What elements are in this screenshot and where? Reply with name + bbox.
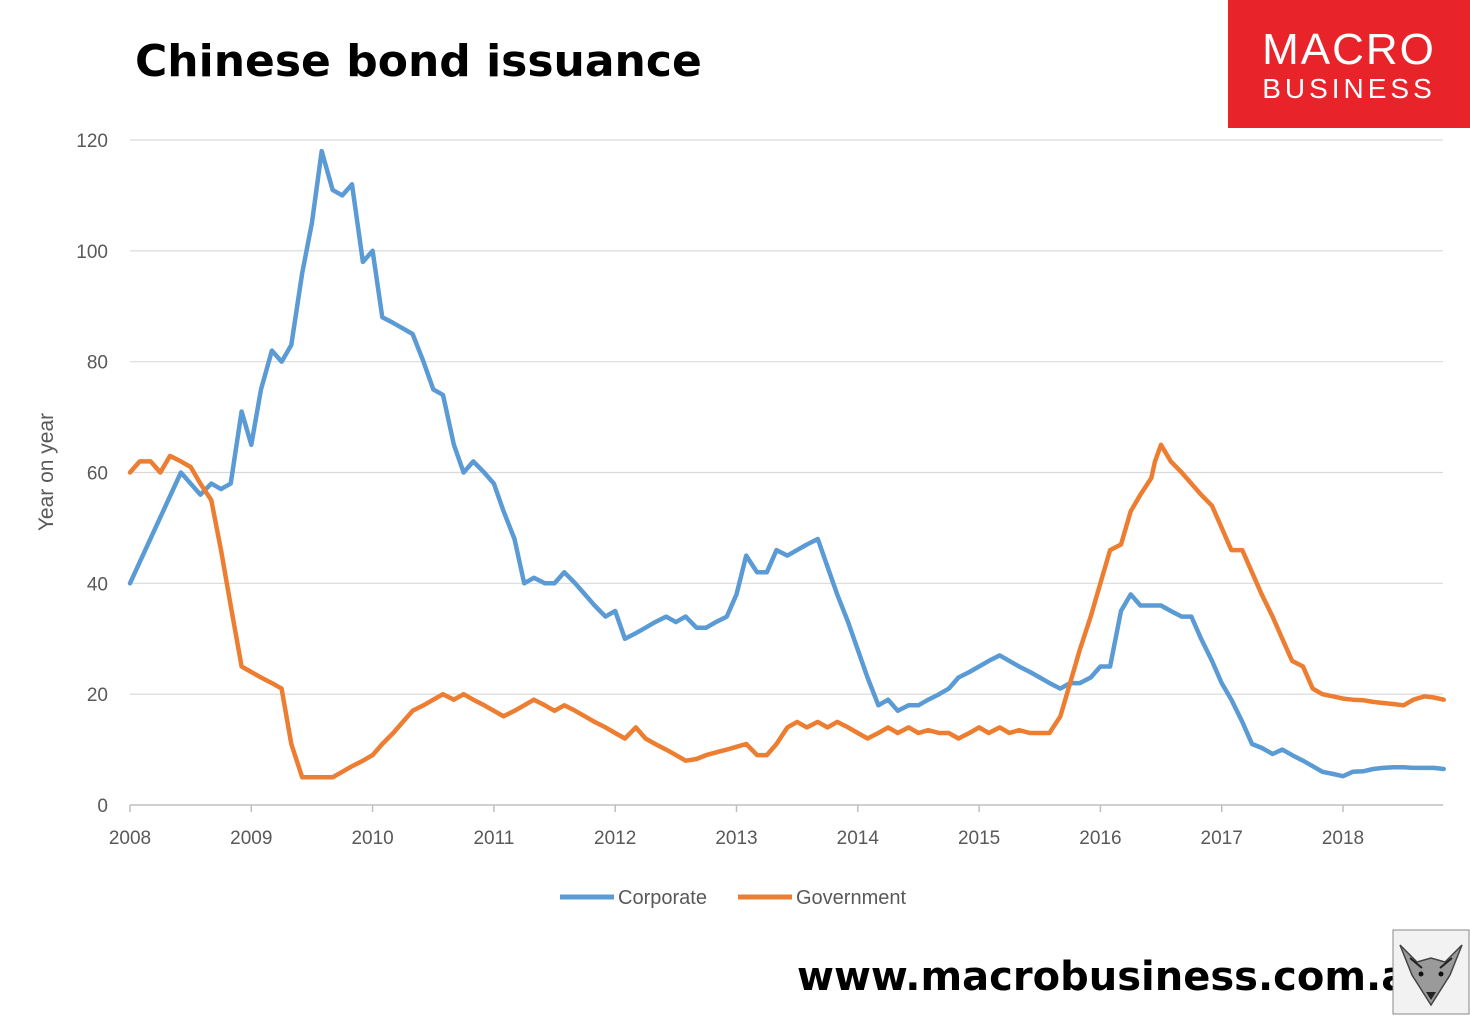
y-tick-label: 120	[76, 131, 108, 152]
chart-title: Chinese bond issuance	[135, 36, 702, 87]
gridlines	[130, 139, 1443, 695]
y-axis-label: Year on year	[35, 413, 58, 531]
y-tick-labels: 0 20 40 60 80 100 120	[76, 131, 108, 817]
legend-label-corporate: Corporate	[618, 887, 707, 909]
series-line-government	[127, 442, 1446, 780]
website-url: www.macrobusiness.com.au	[797, 954, 1437, 1000]
x-tick-label: 2016	[1079, 828, 1121, 849]
x-tick-label: 2008	[109, 828, 151, 849]
x-tick-label: 2015	[958, 828, 1000, 849]
x-tick-label: 2009	[230, 828, 272, 849]
legend-label-government: Government	[796, 887, 906, 909]
x-tick-label: 2018	[1322, 828, 1364, 849]
macro-business-logo: MACRO BUSINESS	[1228, 0, 1470, 128]
x-tick-label: 2013	[715, 828, 757, 849]
legend: Corporate Government	[560, 887, 906, 909]
logo-background	[1228, 0, 1470, 128]
series-line-corporate	[127, 148, 1446, 779]
x-tick-label: 2011	[473, 828, 514, 849]
y-tick-label: 80	[87, 353, 108, 374]
x-tick-label: 2010	[351, 828, 393, 849]
logo-line1: MACRO	[1262, 25, 1436, 74]
x-tick-label: 2014	[837, 828, 880, 849]
series-lines	[127, 148, 1446, 780]
y-tick-label: 20	[87, 685, 108, 706]
y-tick-label: 60	[87, 464, 108, 485]
y-tick-label: 0	[97, 796, 108, 817]
y-tick-label: 40	[87, 574, 108, 595]
x-tick-label: 2017	[1201, 828, 1243, 849]
logo-line2: BUSINESS	[1262, 73, 1436, 104]
x-axis	[129, 804, 1443, 812]
y-tick-label: 100	[76, 242, 108, 263]
x-tick-label: 2012	[594, 828, 636, 849]
fox-logo-icon	[1392, 929, 1470, 1015]
x-tick-labels: 2008 2009 2010 2011 2012 2013 2014 2015 2016 2017…	[109, 828, 1364, 849]
